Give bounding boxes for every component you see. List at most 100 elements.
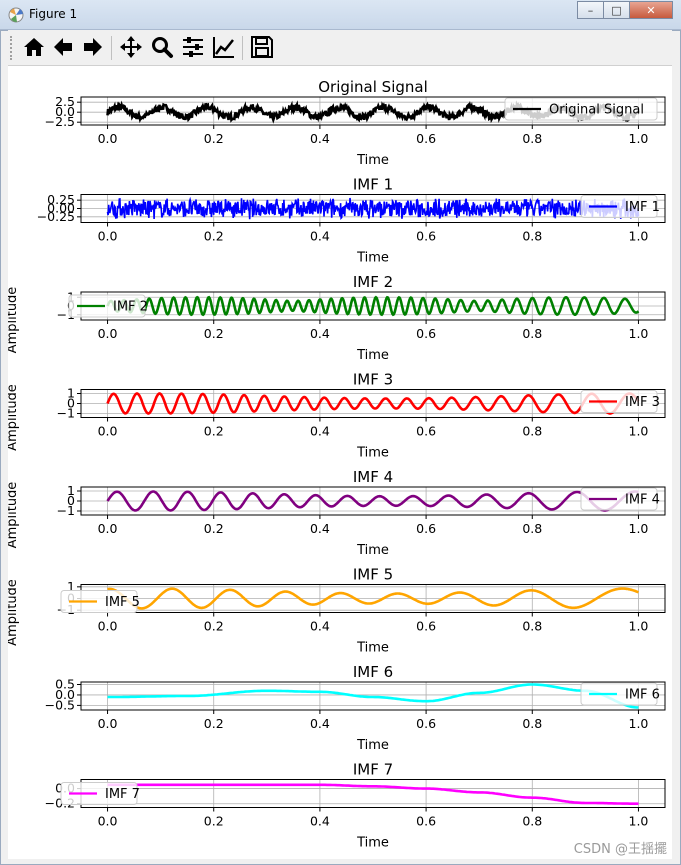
x-tick-label: 0.0: [98, 716, 118, 731]
subplot-title: IMF 5: [353, 566, 393, 584]
save-disk-icon[interactable]: [250, 35, 274, 59]
legend-label: IMF 5: [105, 595, 140, 610]
series-line: [106, 490, 639, 512]
x-tick-label: 0.2: [204, 424, 224, 439]
x-tick-label: 0.2: [204, 229, 224, 244]
subplot-4: IMF 3 0.0 0.2 0.4 0.6 0.8 1.0 10−1 Time Amplitude…: [5, 371, 666, 461]
x-tick-label: 0.0: [98, 326, 118, 341]
x-tick-label: 1.0: [629, 619, 649, 634]
x-tick-label: 0.8: [522, 229, 542, 244]
x-tick-label: 0.4: [310, 424, 330, 439]
axes-frame: [80, 681, 666, 711]
legend-label: IMF 1: [625, 200, 660, 215]
x-tick-label: 0.0: [98, 619, 118, 634]
legend-label: IMF 6: [625, 688, 660, 703]
y-tick-label: 0.00: [47, 201, 75, 216]
y-tick-label: 0.5: [55, 677, 75, 692]
x-axis-label: Time: [356, 446, 389, 461]
series-line: [106, 196, 640, 220]
y-tick-label: 0: [67, 493, 75, 508]
series-line: [107, 587, 639, 610]
x-axis-label: Time: [356, 348, 389, 363]
legend-label: IMF 2: [113, 300, 148, 315]
legend-label: Original Signal: [549, 103, 644, 118]
x-tick-label: 0.6: [416, 424, 436, 439]
toolbar-separator: [111, 36, 112, 60]
legend-box: [60, 782, 138, 805]
x-tick-label: 1.0: [629, 716, 649, 731]
minimize-button[interactable]: –: [577, 1, 604, 19]
x-tick-label: 0.2: [204, 326, 224, 341]
x-tick-label: 0.6: [416, 521, 436, 536]
x-axis-label: Time: [356, 641, 389, 656]
x-axis-label: Time: [356, 251, 389, 266]
y-tick-label: 2.5: [55, 94, 75, 109]
legend-box: [580, 682, 658, 706]
pan-move-icon[interactable]: [119, 35, 143, 59]
x-tick-label: 0.8: [522, 716, 542, 731]
y-tick-label: 1: [67, 483, 75, 498]
x-tick-label: 0.2: [204, 521, 224, 536]
x-tick-label: 0.0: [98, 229, 118, 244]
x-tick-label: 1.0: [629, 229, 649, 244]
subplot-title: Original Signal: [318, 78, 428, 96]
legend-box: [580, 390, 658, 413]
legend-box: [60, 590, 138, 613]
x-tick-label: 0.8: [522, 424, 542, 439]
x-tick-label: 0.8: [522, 521, 542, 536]
x-tick-label: 0.6: [416, 619, 436, 634]
x-tick-label: 1.0: [629, 326, 649, 341]
window-titlebar: Figure 1 – □ ✕: [0, 0, 681, 30]
x-tick-label: 0.4: [310, 716, 330, 731]
toolbar-separator: [242, 36, 243, 60]
x-tick-label: 0.4: [310, 131, 330, 146]
legend-box: [580, 195, 658, 218]
subplot-5: IMF 4 0.0 0.2 0.4 0.6 0.8 1.0 10−1 Time Amplitude…: [5, 468, 666, 558]
subplot-6: IMF 50.00.20.40.60.81.010−1TimeAmplitude…: [5, 566, 666, 656]
legend-label: IMF 3: [625, 395, 660, 410]
toolbar-grip[interactable]: [10, 36, 15, 60]
legend-label: IMF 7: [105, 787, 140, 802]
subplot-title: IMF 6: [353, 663, 393, 681]
legend-box: [68, 294, 146, 318]
legend: Original Signal: [504, 97, 658, 121]
x-tick-label: 0.4: [310, 619, 330, 634]
x-tick-label: 0.6: [416, 326, 436, 341]
x-tick-label: 0.6: [416, 131, 436, 146]
x-tick-label: 0.8: [522, 619, 542, 634]
x-axis-label: Time: [356, 836, 389, 851]
back-arrow-icon[interactable]: [51, 35, 75, 59]
subplot-title: IMF 3: [353, 371, 393, 389]
y-tick-label: −1: [57, 503, 75, 518]
forward-arrow-icon[interactable]: [81, 35, 105, 59]
x-tick-label: 0.2: [204, 814, 224, 829]
maximize-button[interactable]: □: [603, 1, 630, 19]
configure-subplots-icon[interactable]: [181, 35, 205, 59]
home-icon[interactable]: [22, 35, 46, 59]
x-axis-label: Time: [356, 738, 389, 753]
matplotlib-app-icon: [8, 7, 24, 23]
axes-frame: [80, 96, 666, 126]
y-tick-label: 0.0: [55, 104, 75, 119]
x-tick-label: 0.2: [204, 619, 224, 634]
x-tick-label: 1.0: [629, 131, 649, 146]
edit-axis-icon[interactable]: [212, 35, 236, 59]
y-axis-label: Amplitude: [8, 384, 20, 451]
y-tick-label: 0: [67, 396, 75, 411]
legend: IMF 6: [580, 682, 660, 706]
csdn-watermark: CSDN @王揺擺: [573, 842, 667, 857]
legend: IMF 5: [60, 590, 140, 613]
x-axis-label: Time: [356, 543, 389, 558]
zoom-magnifier-icon[interactable]: [150, 35, 174, 59]
x-tick-label: 0.8: [522, 326, 542, 341]
figure-canvas[interactable]: Original Signal 0.0 0.2 0.4 0.6 0.8 1.0 2.5 0.0−…: [5, 66, 672, 859]
y-tick-label: −1: [57, 406, 75, 421]
close-button[interactable]: ✕: [629, 1, 673, 19]
x-tick-label: 0.6: [416, 229, 436, 244]
legend: IMF 4: [580, 487, 660, 511]
x-axis-label: Time: [356, 153, 389, 168]
x-tick-label: 0.0: [98, 131, 118, 146]
